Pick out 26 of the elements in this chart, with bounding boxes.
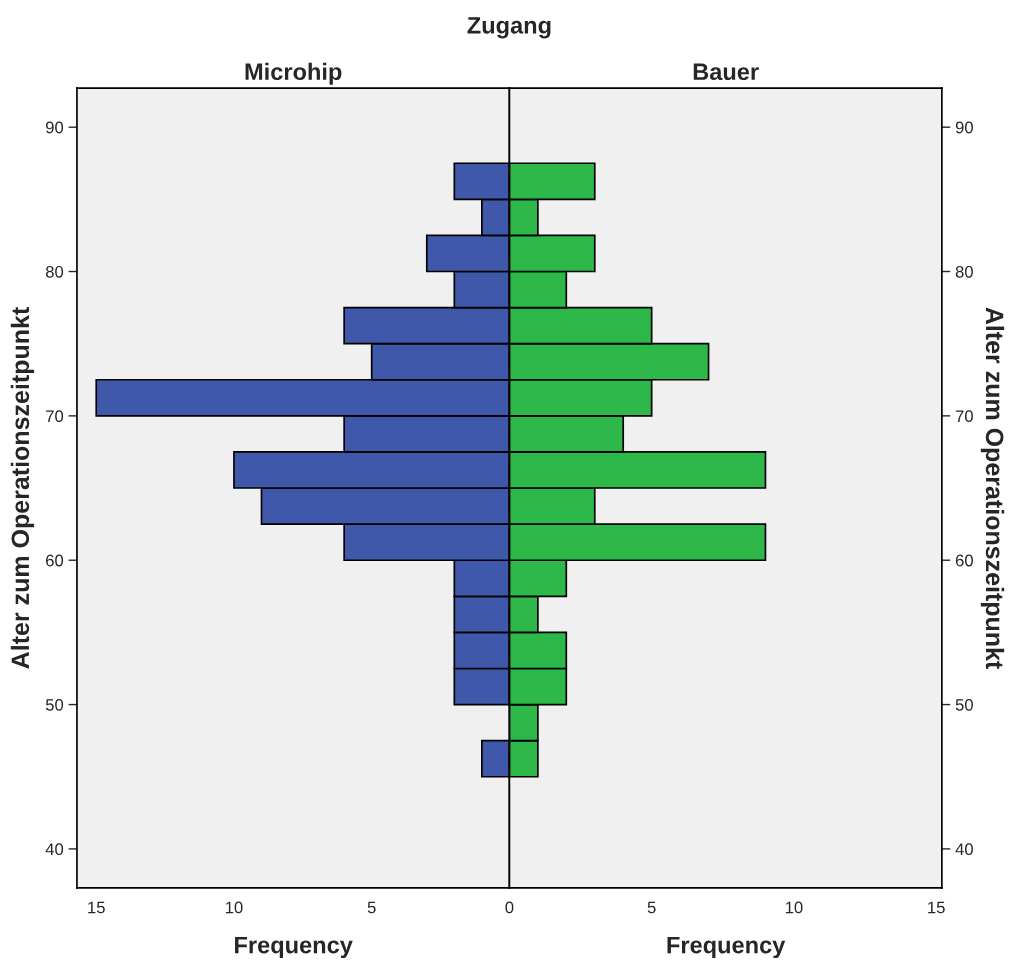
y-tick-label: 50 (45, 698, 64, 711)
x-axis-title: Frequency (667, 936, 786, 959)
x-tick-label: 10 (785, 901, 803, 914)
y-tick-label: 80 (45, 265, 64, 278)
text: Zugang (467, 17, 551, 39)
x-tick-label: 10 (225, 901, 243, 914)
y-tick-label: 80 (955, 265, 973, 278)
y-tick-label: 70 (46, 410, 64, 423)
y-axis-title: Alter zum Operationszeitpunkt (980, 307, 1005, 670)
y-tick-label: 50 (955, 698, 973, 711)
y-axis-title: Alter zum Operationszeitpunkt (10, 307, 35, 669)
y-tick-label: 60 (46, 554, 64, 567)
x-tick-label: 15 (928, 901, 945, 914)
x-axis-title: Frequency (235, 936, 353, 959)
x-tick-label: 5 (367, 901, 376, 914)
y-tick-label: 90 (955, 121, 973, 134)
y-tick-label: 40 (955, 843, 973, 856)
chart-title: Bauer (693, 63, 759, 81)
x-tick-label: 0 (505, 901, 514, 914)
y-tick-label: 90 (46, 121, 64, 134)
y-tick-label: 70 (955, 410, 973, 423)
x-tick-label: 5 (647, 901, 656, 914)
x-tick-label: 15 (88, 901, 105, 914)
y-tick-label: 40 (45, 843, 64, 856)
y-tick-label: 60 (955, 554, 973, 567)
chart-title: Microhip (245, 62, 342, 85)
